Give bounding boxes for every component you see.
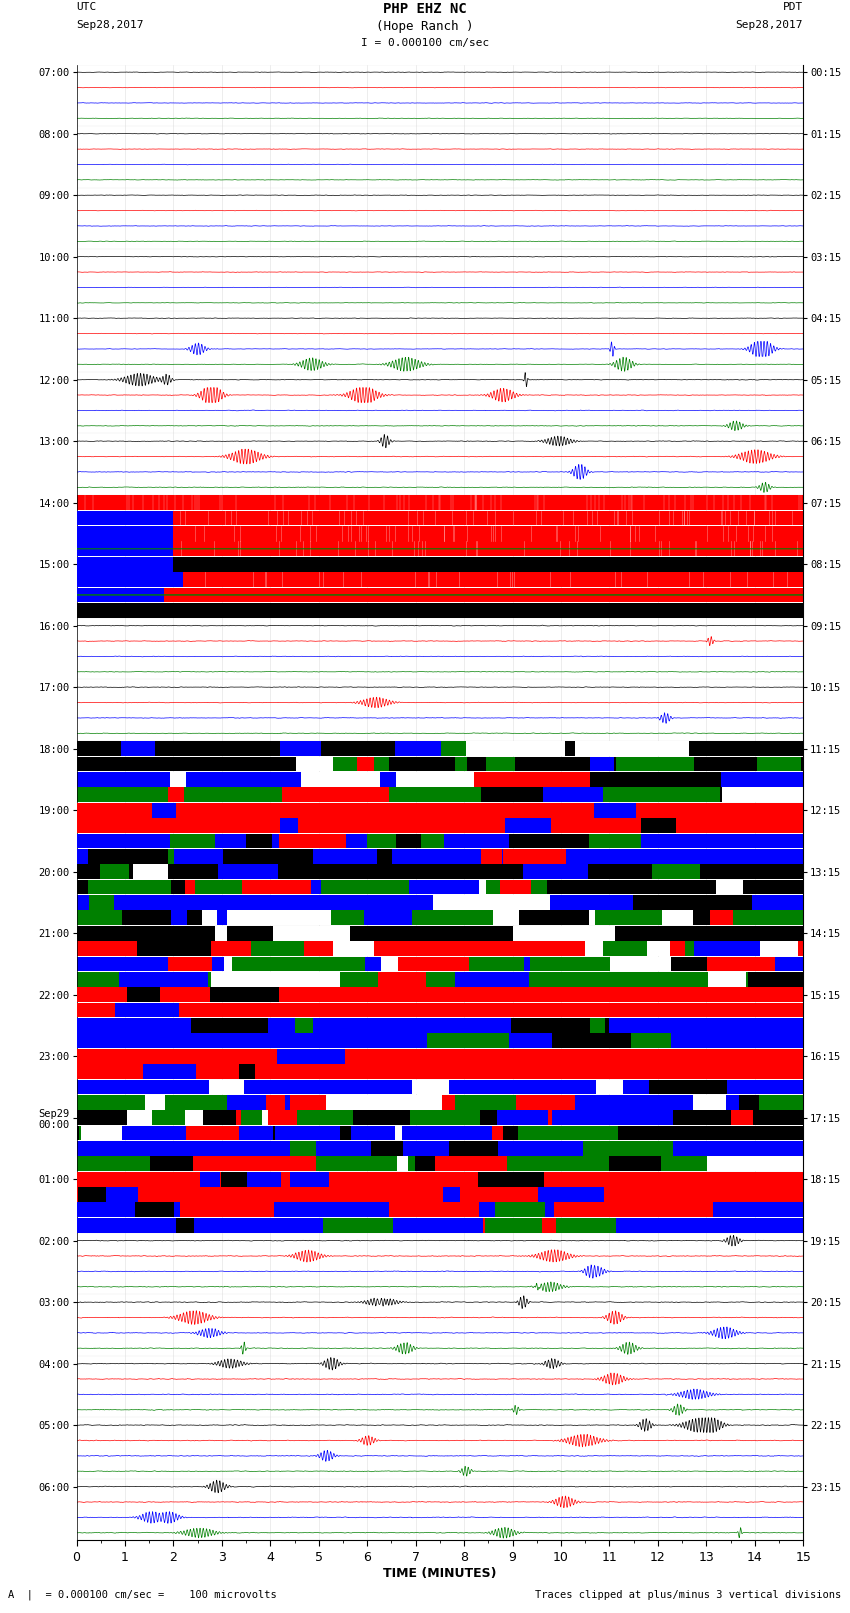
Text: PHP EHZ NC: PHP EHZ NC [383,3,467,16]
Text: Sep28,2017: Sep28,2017 [76,19,144,31]
Text: (Hope Ranch ): (Hope Ranch ) [377,19,473,34]
Text: A  |  = 0.000100 cm/sec =    100 microvolts: A | = 0.000100 cm/sec = 100 microvolts [8,1589,277,1600]
Text: Sep28,2017: Sep28,2017 [736,19,803,31]
Text: Traces clipped at plus/minus 3 vertical divisions: Traces clipped at plus/minus 3 vertical … [536,1590,842,1600]
Text: I = 0.000100 cm/sec: I = 0.000100 cm/sec [361,37,489,48]
Text: PDT: PDT [783,3,803,13]
X-axis label: TIME (MINUTES): TIME (MINUTES) [383,1566,496,1579]
Text: UTC: UTC [76,3,97,13]
